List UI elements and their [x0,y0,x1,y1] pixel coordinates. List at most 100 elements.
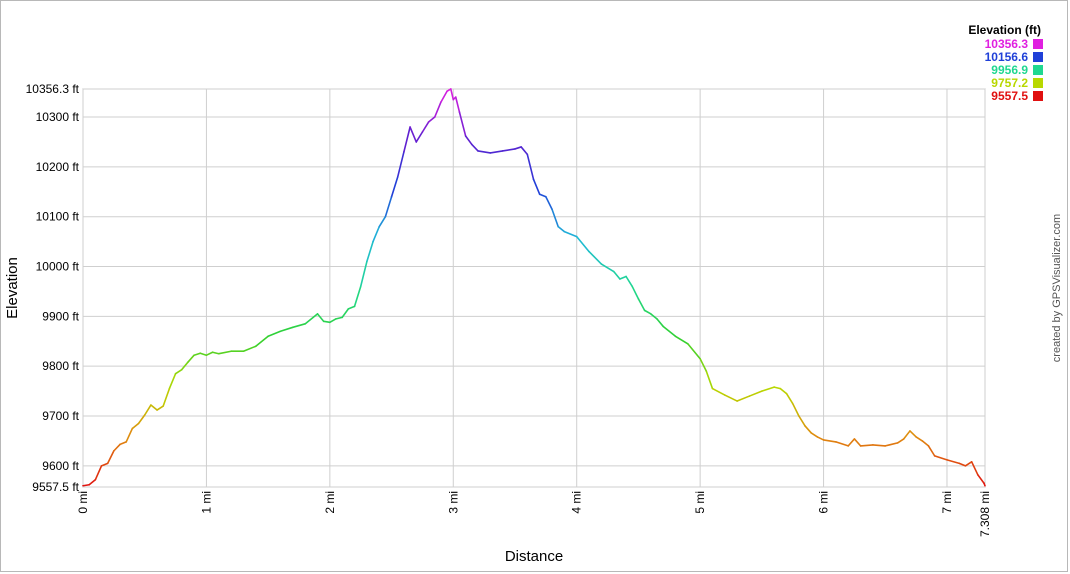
profile-point-0-81 [662,325,664,327]
profile-point-0-10 [144,414,146,416]
legend-swatch-3 [1033,78,1043,88]
profile-point-0-84 [699,358,701,360]
x-tick-label-2: 2 mi [323,491,337,514]
profile-segment-0-75 [625,275,634,288]
profile-point-0-11 [150,404,152,406]
profile-segment-0-111 [927,445,936,457]
profile-segment-0-79 [649,313,658,320]
profile-point-0-80 [656,318,658,320]
profile-segment-0-40 [378,215,387,228]
y-tick-label-3: 9800 ft [42,359,79,373]
profile-segment-0-54 [454,96,461,113]
profile-segment-0-34 [341,308,350,319]
profile-segment-0-22 [217,350,232,355]
profile-segment-0-97 [810,432,819,438]
x-axis-title: Distance [505,548,563,565]
profile-point-0-2 [94,479,96,481]
profile-point-0-47 [421,131,424,133]
profile-point-0-0 [82,485,84,487]
profile-point-0-37 [360,285,362,288]
profile-segment-0-42 [390,176,399,198]
profile-segment-0-55 [458,111,467,137]
profile-segment-0-88 [736,395,751,402]
legend-swatch-2 [1033,65,1043,75]
profile-segment-0-95 [798,415,806,427]
profile-segment-0-37 [359,260,368,288]
profile-segment-0-109 [915,436,924,442]
profile-segment-0-38 [366,240,374,263]
profile-point-0-21 [211,351,214,353]
profile-point-0-77 [637,298,640,300]
profile-point-0-33 [335,318,337,320]
y-tick-label-0: 9557.5 ft [32,480,79,494]
profile-point-0-12 [156,409,158,411]
profile-segment-0-0 [82,483,90,487]
profile-segment-0-44 [403,126,411,153]
profile-segment-0-2 [94,465,103,481]
profile-point-0-78 [643,309,646,311]
profile-segment-0-96 [804,425,813,434]
legend-title: Elevation (ft) [968,23,1041,37]
profile-segment-0-57 [470,143,479,152]
profile-point-0-88 [736,400,738,402]
profile-segment-0-56 [464,135,473,146]
profile-segment-0-82 [674,335,689,345]
y-tick-label-2: 9700 ft [42,409,79,423]
profile-segment-0-39 [372,225,381,243]
profile-segment-0-71 [588,250,603,265]
profile-segment-0-31 [322,320,331,324]
profile-segment-0-63 [526,153,535,181]
x-tick-label-0: 0 mi [76,491,90,514]
profile-segment-0-16 [180,361,189,371]
profile-segment-0-15 [174,368,183,375]
profile-segment-0-11 [150,404,158,411]
profile-segment-0-17 [187,354,195,363]
profile-segment-0-99 [822,439,837,443]
profile-segment-0-49 [433,101,442,118]
profile-point-0-48 [427,121,430,123]
profile-point-0-67 [551,208,553,210]
profile-segment-0-101 [847,438,856,447]
profile-point-0-23 [230,350,232,352]
profile-point-0-99 [822,439,825,441]
profile-point-0-45 [409,126,411,128]
profile-point-0-13 [162,405,164,407]
profile-point-0-27 [279,330,282,332]
profile-point-0-90 [761,390,763,392]
profile-segment-0-65 [538,193,547,198]
profile-segment-0-94 [791,402,800,417]
legend-label-2: 9956.9 [991,63,1028,77]
profile-point-0-28 [292,326,294,328]
profile-segment-0-18 [193,352,202,357]
profile-segment-0-30 [316,313,325,323]
profile-point-0-17 [187,361,189,363]
profile-segment-0-8 [131,422,140,430]
profile-point-0-8 [131,427,133,430]
profile-point-0-70 [576,236,578,238]
profile-segment-0-106 [896,438,905,444]
profile-point-0-108 [909,430,911,432]
profile-segment-0-25 [254,335,269,348]
profile-segment-0-112 [933,455,948,461]
profile-segment-0-70 [575,235,590,253]
x-tick-label-6: 6 mi [817,491,831,514]
profile-point-0-40 [378,226,380,228]
profile-point-0-82 [674,335,677,337]
x-tick-label-5: 5 mi [693,491,707,514]
profile-point-0-25 [255,345,257,347]
profile-point-0-42 [390,196,393,198]
y-tick-label-7: 10200 ft [36,160,80,174]
profile-point-0-16 [181,369,183,371]
profile-point-0-104 [872,444,874,446]
profile-point-0-39 [372,241,374,243]
profile-segment-0-74 [619,275,627,280]
profile-point-0-44 [403,151,405,153]
y-tick-label-6: 10100 ft [36,210,80,224]
profile-segment-0-73 [612,270,621,280]
profile-point-0-50 [440,101,442,103]
profile-segment-0-91 [773,386,782,390]
profile-point-0-79 [650,313,652,315]
profile-point-0-63 [526,153,528,156]
profile-point-0-96 [804,425,806,427]
